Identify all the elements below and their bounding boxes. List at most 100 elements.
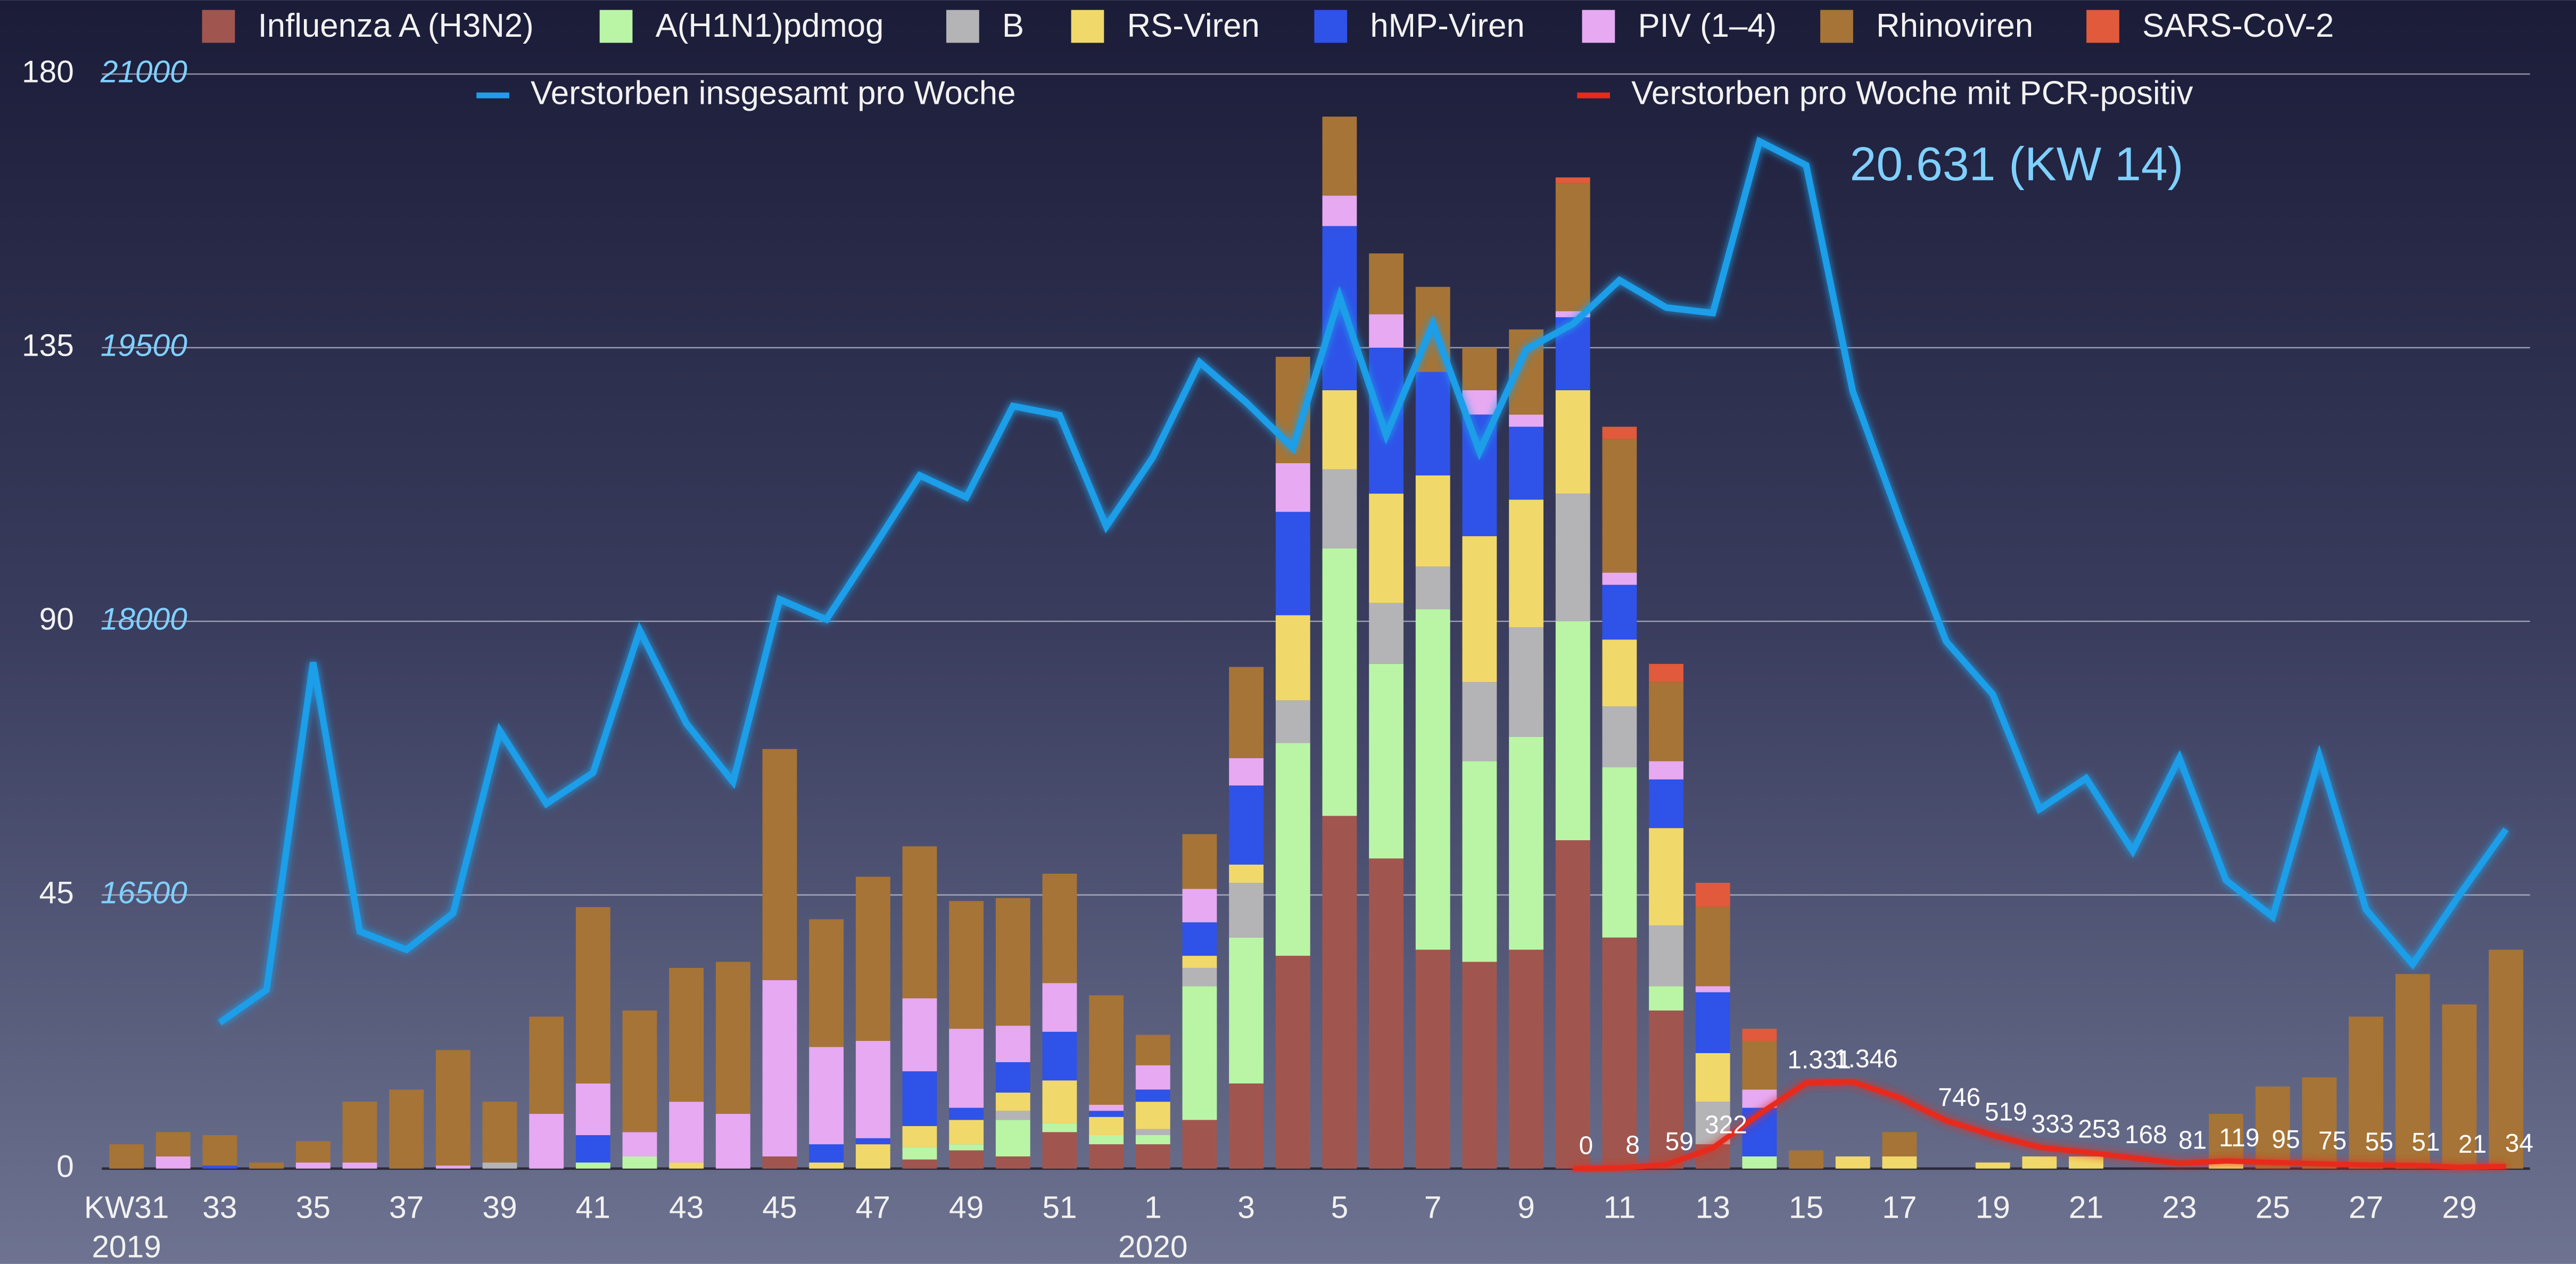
bar-segment — [1462, 536, 1497, 683]
bar-segment — [1135, 1144, 1170, 1169]
bar-segment — [1555, 840, 1590, 1169]
x-tick-label: 19 — [1976, 1190, 2010, 1225]
bar-segment — [622, 1010, 657, 1132]
legend-label: Influenza A (H3N2) — [258, 7, 534, 44]
bar-segment — [1742, 1040, 1777, 1090]
bar-segment — [762, 980, 797, 1156]
data-label: 168 — [2125, 1121, 2167, 1149]
bar-segment — [529, 1016, 564, 1114]
x-tick-label: 51 — [1042, 1190, 1077, 1225]
bar-segment — [1135, 1135, 1170, 1145]
bar-segment — [995, 898, 1030, 1026]
bar-segment — [1182, 834, 1217, 889]
bar-segment — [389, 1089, 424, 1169]
bar-segment — [295, 1162, 331, 1169]
x-tick-label: 13 — [1696, 1190, 1730, 1225]
bar-segment — [762, 749, 797, 980]
bar-segment — [1042, 1080, 1077, 1123]
bar-segment — [1042, 873, 1077, 983]
bar-segment — [1135, 1102, 1170, 1129]
x-tick-label: KW31 — [84, 1190, 169, 1225]
data-label: 75 — [2318, 1127, 2347, 1155]
bar-segment — [1695, 986, 1730, 992]
bar-segment — [1182, 922, 1217, 956]
bar-segment — [809, 919, 844, 1047]
bar-segment — [1322, 390, 1357, 470]
bar-segment — [1322, 117, 1357, 196]
bar-segment — [1602, 767, 1637, 938]
y2-tick-label: 18000 — [101, 602, 187, 636]
bar-segment — [2489, 949, 2523, 1169]
bar-segment — [1462, 414, 1497, 537]
line-series — [1573, 1079, 2506, 1171]
bar-segment — [529, 1114, 564, 1169]
bar-segment — [1369, 253, 1403, 315]
bar-segment — [155, 1132, 191, 1156]
legend-swatch — [202, 10, 235, 43]
bar-segment — [1509, 426, 1543, 500]
bar-segment — [995, 1120, 1030, 1156]
bar-segment — [1229, 1083, 1264, 1169]
bar-segment — [1555, 183, 1590, 311]
bar-segment — [1369, 347, 1403, 494]
bar-segment — [482, 1102, 517, 1163]
x-tick-label: 43 — [669, 1190, 704, 1225]
bar-segment — [2442, 1004, 2477, 1169]
bar-segment — [2255, 1086, 2290, 1169]
legend-label: RS-Viren — [1127, 7, 1259, 44]
x-tick-label: 37 — [389, 1190, 424, 1225]
bar-segment — [1275, 512, 1310, 615]
bar-segment — [1649, 986, 1683, 1011]
bar-segment — [995, 1093, 1030, 1111]
year-label: 2020 — [1118, 1230, 1187, 1264]
bar-segment — [1042, 1123, 1077, 1132]
bar-segment — [855, 1144, 890, 1169]
x-tick-label: 33 — [202, 1190, 237, 1225]
data-label: 1.346 — [1834, 1045, 1898, 1073]
bar-segment — [1369, 663, 1403, 859]
bar-segment — [1275, 743, 1310, 956]
data-label: 253 — [2078, 1115, 2120, 1144]
x-tick-label: 47 — [856, 1190, 890, 1225]
data-label: 95 — [2272, 1126, 2300, 1154]
bar-segment — [1602, 937, 1637, 1169]
bar-segment — [1835, 1156, 1870, 1169]
bar-segment — [1649, 682, 1683, 761]
bar-segment — [1695, 883, 1730, 907]
bar-segment — [1462, 962, 1497, 1169]
y-tick-label: 180 — [22, 55, 74, 89]
data-label: 55 — [2365, 1128, 2393, 1156]
data-label: 0 — [1579, 1131, 1594, 1160]
legend-label: PIV (1–4) — [1638, 7, 1777, 44]
bar-segment — [1415, 609, 1450, 950]
bar-segment — [1695, 1053, 1730, 1102]
bar-segment — [1509, 414, 1543, 427]
bar-segment — [855, 1040, 890, 1138]
x-tick-label: 35 — [296, 1190, 331, 1225]
bar-segment — [1275, 956, 1310, 1169]
bar-segment — [1369, 314, 1403, 348]
x-tick-label: 41 — [576, 1190, 610, 1225]
bar-segment — [249, 1162, 284, 1169]
bar-segment — [1275, 700, 1310, 743]
bar-segment — [949, 1144, 984, 1151]
bar-segment — [1182, 967, 1217, 987]
bar-segment — [1229, 883, 1264, 938]
bar-segment — [1135, 1065, 1170, 1090]
bar-segment — [1229, 758, 1264, 786]
bar-segment — [1462, 682, 1497, 761]
x-tick-label: 3 — [1237, 1190, 1255, 1225]
x-tick-label: 29 — [2442, 1190, 2476, 1225]
bar-segment — [902, 1147, 937, 1160]
bar-segment — [1089, 995, 1124, 1105]
bar-segment — [1322, 816, 1357, 1169]
bar-segment — [1602, 706, 1637, 768]
bar-segment — [1602, 585, 1637, 640]
data-label: 119 — [2219, 1124, 2259, 1152]
bar-segment — [949, 1029, 984, 1108]
bar-segment — [622, 1132, 657, 1156]
legend-swatch — [946, 10, 979, 43]
x-tick-label: 5 — [1331, 1190, 1349, 1225]
bar-segment — [1695, 907, 1730, 987]
